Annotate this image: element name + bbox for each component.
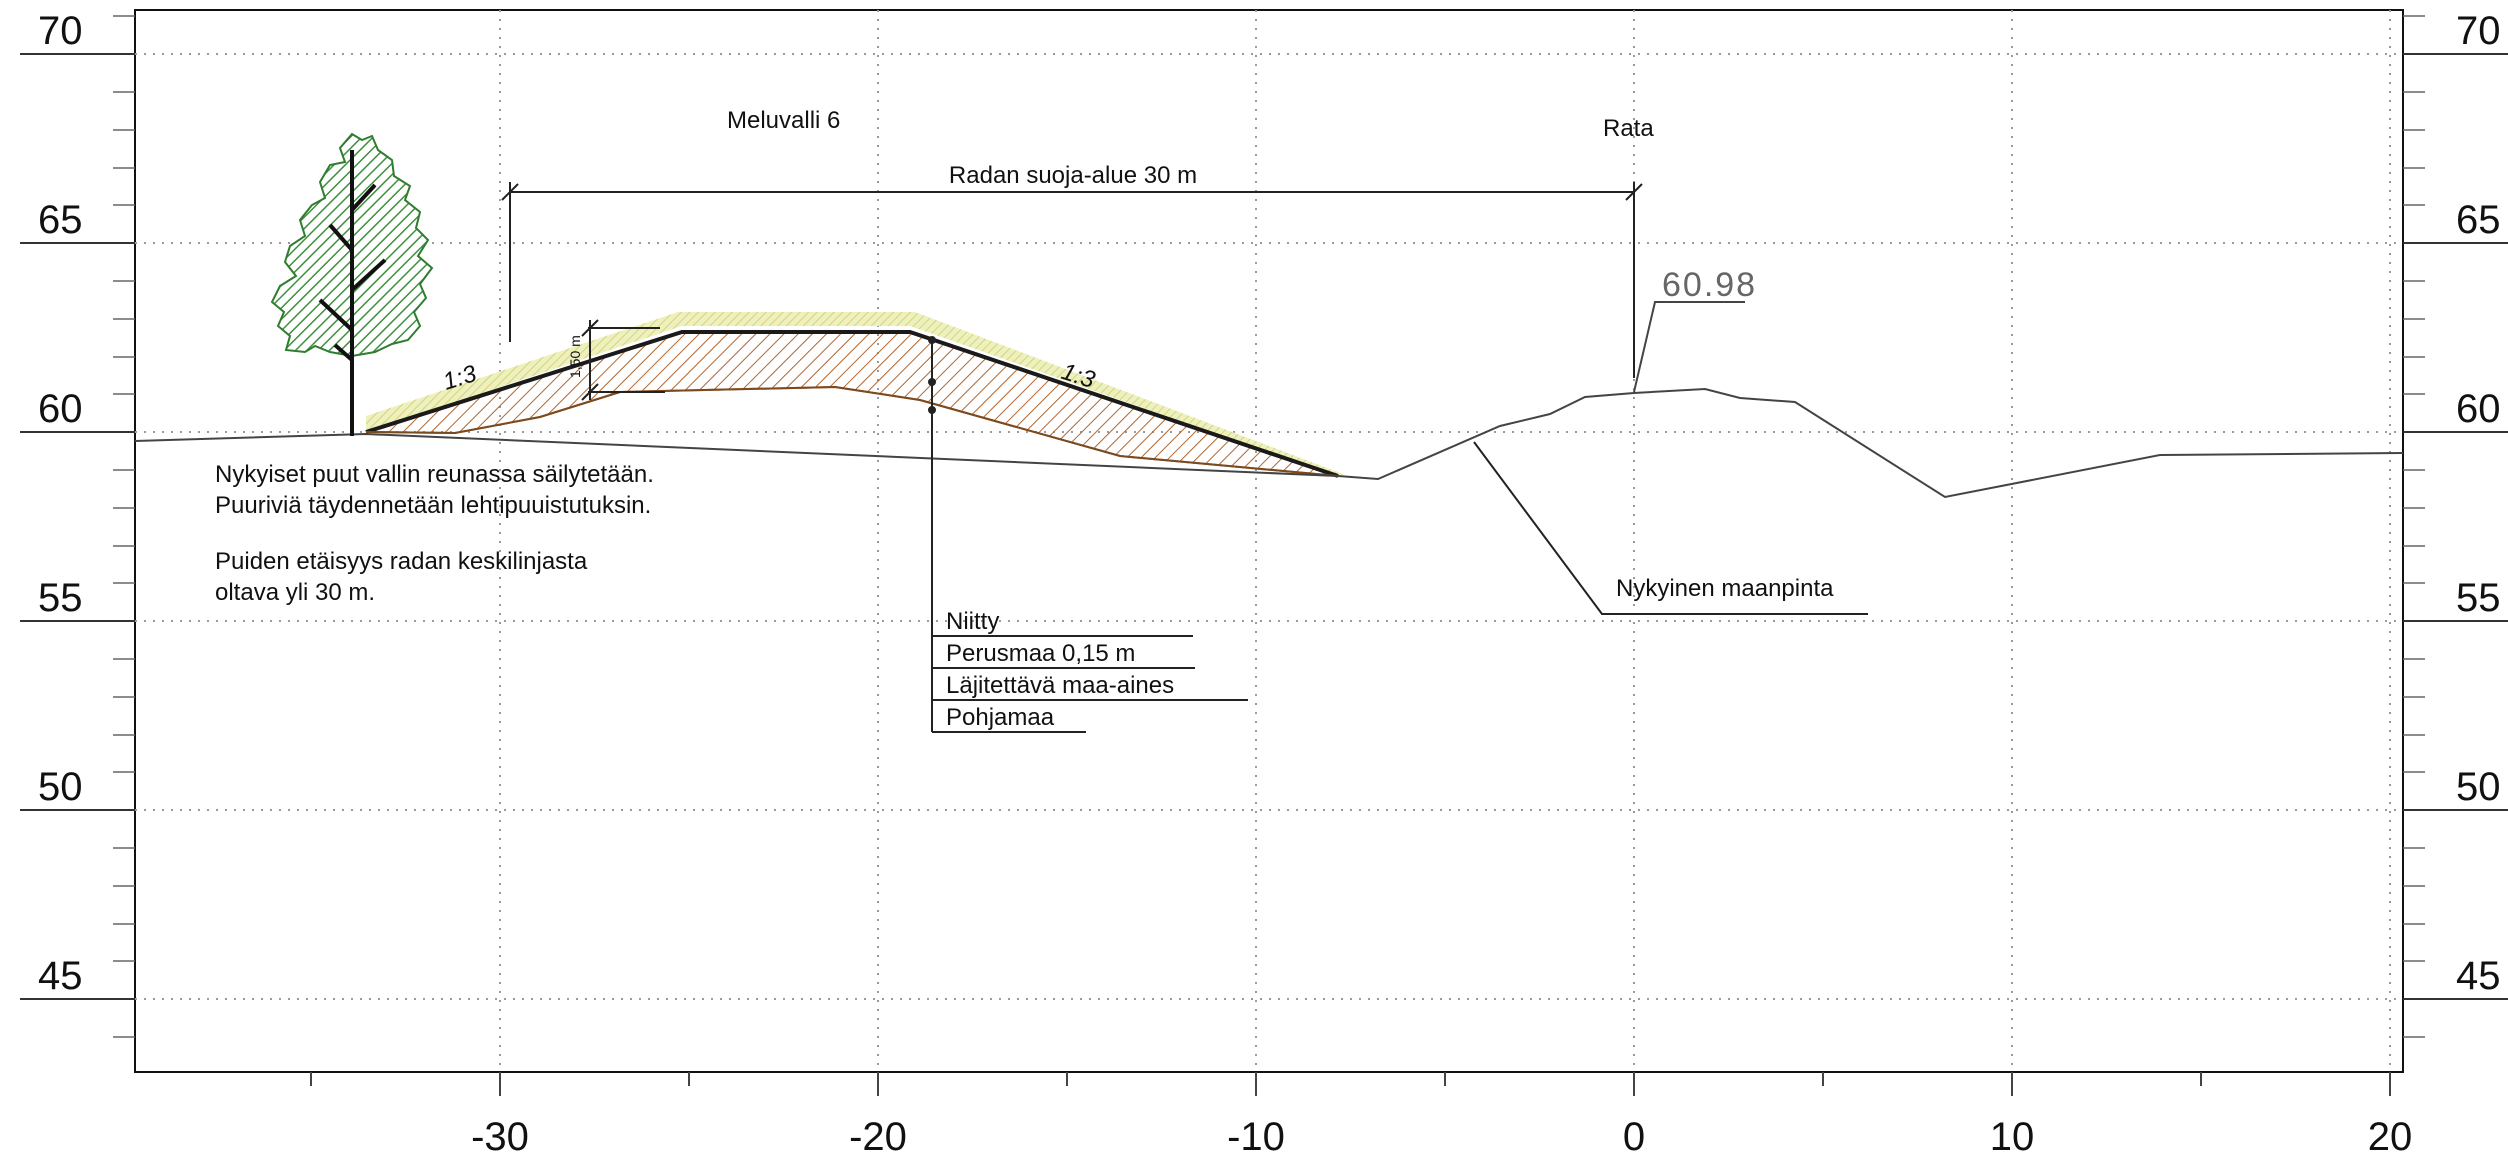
elevation-label-right-70: 70 [2456, 9, 2501, 53]
right-major-ticks [2403, 53, 2508, 1000]
rail-elevation-value: 60.98 [1662, 266, 1757, 304]
layer-label-meadow: Niitty [946, 608, 999, 635]
note-line-3: Puiden etäisyys radan keskilinjasta [215, 548, 588, 575]
elevation-label-right-60: 60 [2456, 387, 2501, 431]
plot-frame [134, 9, 2404, 1073]
elevation-label-right-65: 65 [2456, 198, 2501, 242]
structure-name: Meluvalli 6 [727, 107, 840, 134]
elevation-label-right-50: 50 [2456, 765, 2501, 809]
left-minor-ticks [113, 15, 135, 1038]
existing-ground-label: Nykyinen maanpinta [1616, 575, 1834, 602]
layer-leader [928, 336, 1248, 733]
embankment-top-line [365, 330, 1339, 478]
embankment-base-line [365, 385, 1339, 477]
protection-zone-label: Radan suoja-alue 30 m [949, 162, 1197, 189]
note-line-1: Nykyiset puut vallin reunassa säilytetää… [215, 461, 654, 488]
right-minor-ticks [2403, 15, 2425, 1038]
layer-label-deposit-soil: Läjitettävä maa-aines [946, 672, 1174, 699]
elevation-label-left-60: 60 [38, 387, 83, 431]
elevation-label-left-70: 70 [38, 9, 83, 53]
station-ticks [310, 1072, 2391, 1096]
note-line-4: oltava yli 30 m. [215, 579, 375, 606]
note-line-2: Puuriviä täydennetään lehtipuuistutuksin… [215, 492, 651, 519]
topsoil-thickness-label: 1,50 m [567, 335, 583, 378]
elevation-leader-line [1633, 301, 1745, 393]
elevation-grid [135, 53, 2403, 1000]
station-label-minus-20: -20 [849, 1115, 907, 1159]
station-label-10: 10 [1990, 1115, 2035, 1159]
station-label-0: 0 [1623, 1115, 1645, 1159]
existing-ground-leader [1473, 441, 1868, 615]
existing-ground-line [134, 387, 2404, 499]
layer-label-subsoil: Pohjamaa [946, 704, 1055, 731]
elevation-label-right-55: 55 [2456, 576, 2501, 620]
elevation-label-left-45: 45 [38, 954, 83, 998]
elevation-label-left-55: 55 [38, 576, 83, 620]
left-major-ticks [20, 53, 135, 1000]
topsoil-thickness-dimension [581, 319, 665, 401]
rail-label: Rata [1603, 115, 1654, 142]
station-grid [499, 10, 2391, 1072]
station-label-20: 20 [2368, 1115, 2413, 1159]
station-label-minus-30: -30 [471, 1115, 529, 1159]
tree-icon [270, 132, 434, 436]
elevation-label-left-65: 65 [38, 198, 83, 242]
elevation-label-left-50: 50 [38, 765, 83, 809]
layer-label-topsoil: Perusmaa 0,15 m [946, 640, 1135, 667]
elevation-label-right-45: 45 [2456, 954, 2501, 998]
station-label-minus-10: -10 [1227, 1115, 1285, 1159]
protection-zone-dimension [501, 182, 1643, 378]
